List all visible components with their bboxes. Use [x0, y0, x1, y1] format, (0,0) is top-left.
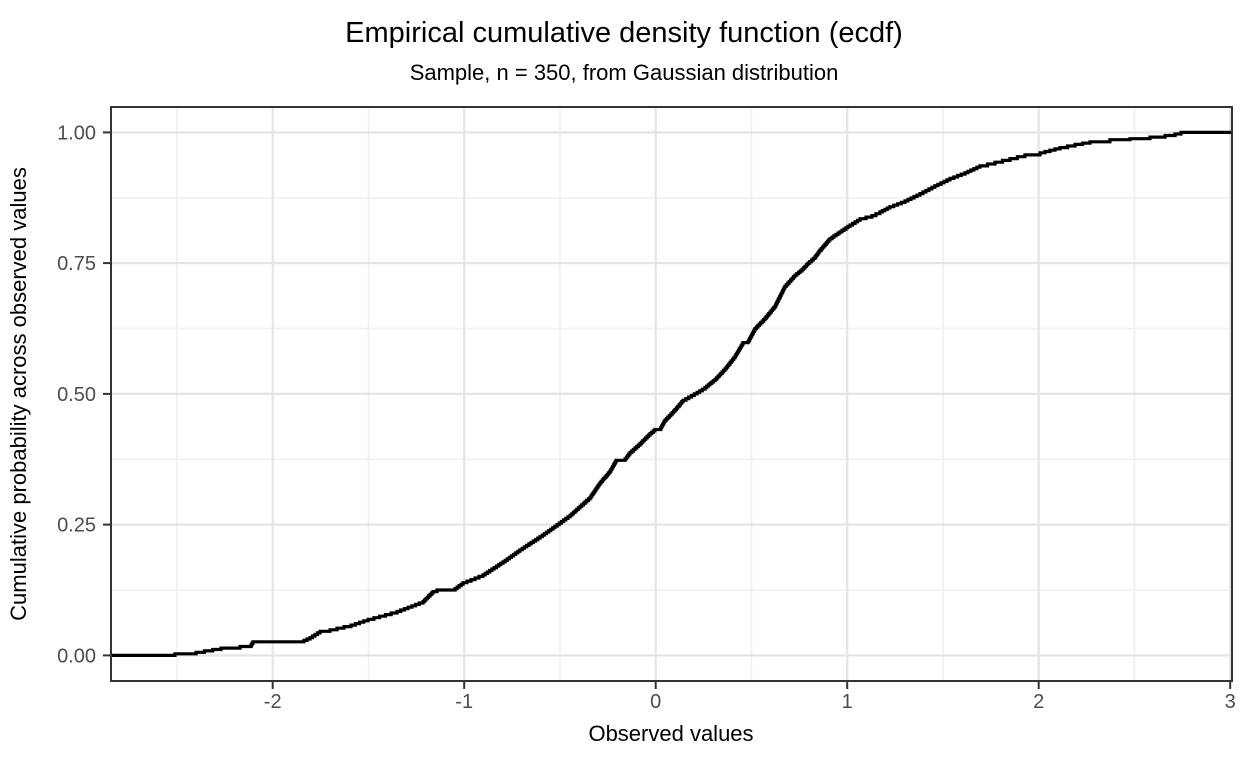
x-tick-label: 1	[842, 691, 853, 713]
axis-layer: -2 -1 0 1 2 3 0.00 0.25 0.50 0.75 1.00	[57, 122, 1236, 713]
x-tick-label: -1	[455, 691, 473, 713]
y-tick-label: 0.50	[57, 384, 96, 406]
y-tick-label: 1.00	[57, 122, 96, 144]
x-tick-label: -2	[264, 691, 282, 713]
x-tick-label: 0	[650, 691, 661, 713]
x-tick-label: 3	[1225, 691, 1236, 713]
x-tick-label: 2	[1033, 691, 1044, 713]
y-tick-label: 0.75	[57, 253, 96, 275]
x-axis-title: Observed values	[588, 721, 753, 746]
grid-major-layer	[111, 107, 1232, 681]
y-tick-label: 0.00	[57, 645, 96, 667]
chart-title: Empirical cumulative density function (e…	[345, 17, 903, 49]
y-tick-label: 0.25	[57, 515, 96, 537]
y-axis-title: Cumulative probability across observed v…	[6, 167, 31, 621]
chart-subtitle: Sample, n = 350, from Gaussian distribut…	[410, 60, 839, 85]
ecdf-curve	[110, 130, 1232, 657]
